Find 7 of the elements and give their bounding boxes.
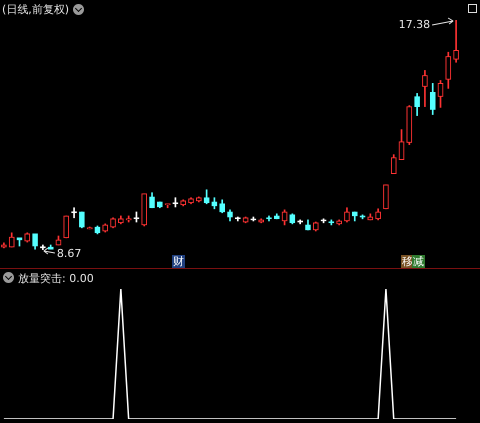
annotation: 17.38 <box>398 18 430 31</box>
annotation: 8.67 <box>56 246 82 260</box>
chart-title: 放量突击: 0.00 <box>18 271 94 286</box>
text: 移 <box>401 255 414 268</box>
text: 减 <box>412 255 425 268</box>
chart-title: (日线,前复权) <box>2 2 70 17</box>
text: 财 <box>172 255 185 268</box>
